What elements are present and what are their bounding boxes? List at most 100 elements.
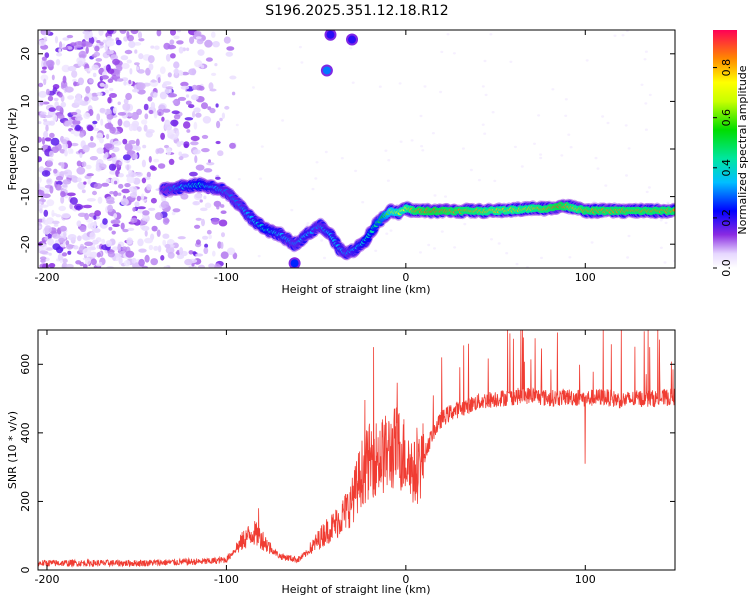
noise-speck [166, 148, 172, 156]
noise-speck [107, 204, 114, 213]
noise-speck [67, 65, 77, 72]
noise-speck [229, 75, 237, 80]
noise-speck [38, 156, 42, 163]
noise-speck [94, 45, 100, 52]
noise-speck [188, 68, 197, 76]
noise-speck [108, 163, 117, 171]
noise-speck [47, 238, 54, 246]
noise-speck [43, 130, 49, 139]
noise-speck [177, 96, 187, 101]
noise-speck [128, 186, 138, 193]
noise-speck [148, 156, 152, 163]
noise-speck [137, 69, 145, 74]
spectrogram-x-axis-label: Height of straight line (km) [281, 283, 430, 296]
colorbar-tick-label: 0.4 [720, 159, 733, 177]
noise-speck [188, 265, 197, 268]
noise-speck [117, 118, 123, 127]
noise-speck [57, 253, 64, 262]
noise-speck [497, 242, 501, 245]
noise-speck [41, 136, 46, 145]
noise-speck [96, 147, 104, 154]
noise-speck [84, 241, 93, 247]
noise-speck [188, 250, 194, 255]
noise-speck [203, 195, 207, 200]
noise-speck [109, 170, 117, 175]
noise-speck [41, 263, 50, 268]
noise-speck [45, 88, 50, 96]
noise-speck [374, 249, 378, 252]
noise-speck [61, 252, 68, 257]
signal-blob-core [290, 259, 299, 268]
noise-speck [452, 52, 456, 55]
noise-speck [585, 59, 589, 62]
noise-speck [41, 30, 47, 36]
noise-speck [298, 45, 302, 49]
noise-speck [126, 176, 135, 184]
noise-speck [38, 121, 42, 125]
noise-speck [75, 205, 81, 210]
noise-speck [164, 144, 169, 149]
noise-speck [122, 138, 128, 145]
noise-speck [117, 101, 121, 106]
noise-speck [84, 96, 89, 102]
noise-speck [221, 232, 225, 238]
noise-speck [431, 132, 435, 135]
noise-speck [190, 94, 199, 101]
noise-speck [259, 177, 263, 180]
noise-speck [126, 59, 132, 64]
noise-speck [84, 68, 93, 72]
noise-speck [208, 263, 215, 268]
noise-speck [58, 48, 62, 53]
noise-speck [81, 161, 87, 167]
noise-speck [220, 210, 227, 214]
noise-speck [117, 112, 127, 116]
noise-speck [38, 201, 43, 205]
noise-speck [223, 36, 231, 44]
noise-speck [62, 37, 70, 41]
noise-speck [74, 116, 83, 122]
noise-speck [157, 77, 161, 84]
noise-speck [421, 149, 425, 152]
noise-speck [77, 41, 83, 46]
noise-speck [211, 72, 217, 76]
x-tick-label: -100 [214, 271, 239, 284]
noise-speck [122, 154, 131, 161]
noise-speck [103, 143, 113, 149]
noise-speck [592, 200, 596, 204]
noise-speck [61, 183, 68, 190]
noise-speck [106, 113, 114, 120]
noise-speck [121, 188, 130, 194]
noise-speck [61, 43, 66, 48]
noise-speck [130, 217, 138, 223]
noise-speck [225, 51, 233, 57]
noise-speck [209, 107, 216, 114]
noise-speck [189, 171, 198, 177]
noise-speck [214, 63, 218, 67]
noise-speck [386, 179, 390, 182]
noise-speck [189, 36, 195, 44]
noise-speck [206, 162, 215, 166]
noise-speck [217, 241, 222, 249]
noise-speck [324, 150, 328, 154]
noise-speck [144, 113, 149, 120]
noise-speck [85, 257, 91, 266]
noise-speck [91, 64, 99, 71]
noise-speck [540, 256, 543, 260]
colorbar-label: Normalized spectral amplitude [736, 65, 749, 234]
noise-speck [95, 263, 101, 267]
noise-speck [136, 66, 140, 71]
noise-speck [180, 85, 190, 90]
noise-speck [141, 225, 150, 231]
noise-speck [515, 262, 519, 266]
noise-speck [176, 141, 182, 148]
noise-speck [38, 182, 41, 190]
noise-speck [184, 258, 193, 266]
noise-speck [130, 30, 139, 35]
noise-speck [69, 197, 78, 205]
noise-speck [99, 41, 104, 46]
noise-speck [42, 101, 50, 105]
noise-speck [195, 253, 204, 257]
noise-speck [153, 92, 158, 98]
noise-speck [184, 117, 194, 121]
noise-speck [206, 229, 212, 235]
